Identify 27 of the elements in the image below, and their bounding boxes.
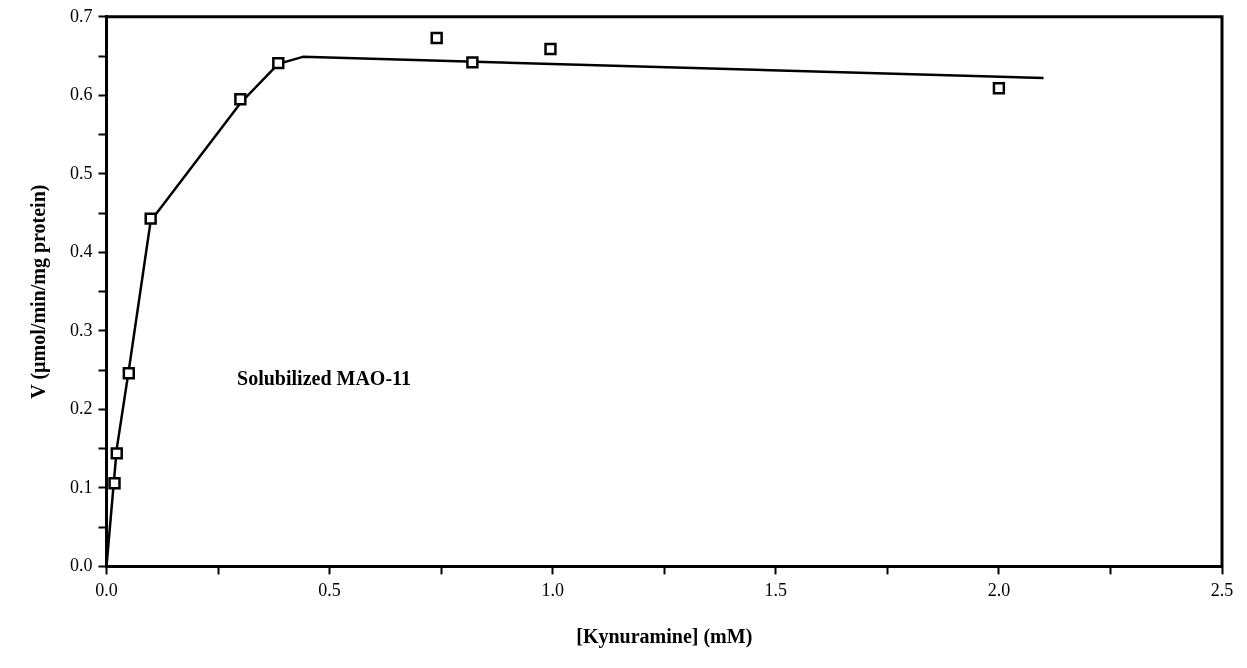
point <box>122 367 136 380</box>
y-tick-label: 0.2 <box>70 398 93 419</box>
point <box>108 476 121 490</box>
point <box>272 56 285 70</box>
point <box>466 56 479 69</box>
y-axis-title: V (µmol/min/mg protein) <box>27 184 51 399</box>
y-tick-label: 0.3 <box>70 319 93 340</box>
point <box>430 31 443 45</box>
x-tick-label: 1.0 <box>541 579 564 600</box>
point <box>992 82 1006 95</box>
y-tick-label: 0.0 <box>70 555 93 576</box>
y-tick-label: 0.4 <box>70 241 93 262</box>
x-tick-label: 0.0 <box>95 579 118 600</box>
y-tick-label: 0.7 <box>70 5 93 26</box>
annotation: Solubilized MAO-11 <box>237 366 411 389</box>
y-tick-label: 0.1 <box>70 476 93 497</box>
point <box>144 212 157 225</box>
point <box>234 93 247 106</box>
y-tick-label: 0.5 <box>70 162 93 183</box>
x-tick-label: 1.5 <box>764 579 788 600</box>
x-axis-title: [Kynuramine] (mM) <box>576 625 753 649</box>
point <box>110 447 123 460</box>
x-tick-label: 2.0 <box>987 579 1011 600</box>
x-tick-label: 0.5 <box>318 579 341 600</box>
x-tick-label: 2.5 <box>1210 579 1234 600</box>
y-tick-label: 0.6 <box>70 84 93 105</box>
point <box>544 42 557 56</box>
